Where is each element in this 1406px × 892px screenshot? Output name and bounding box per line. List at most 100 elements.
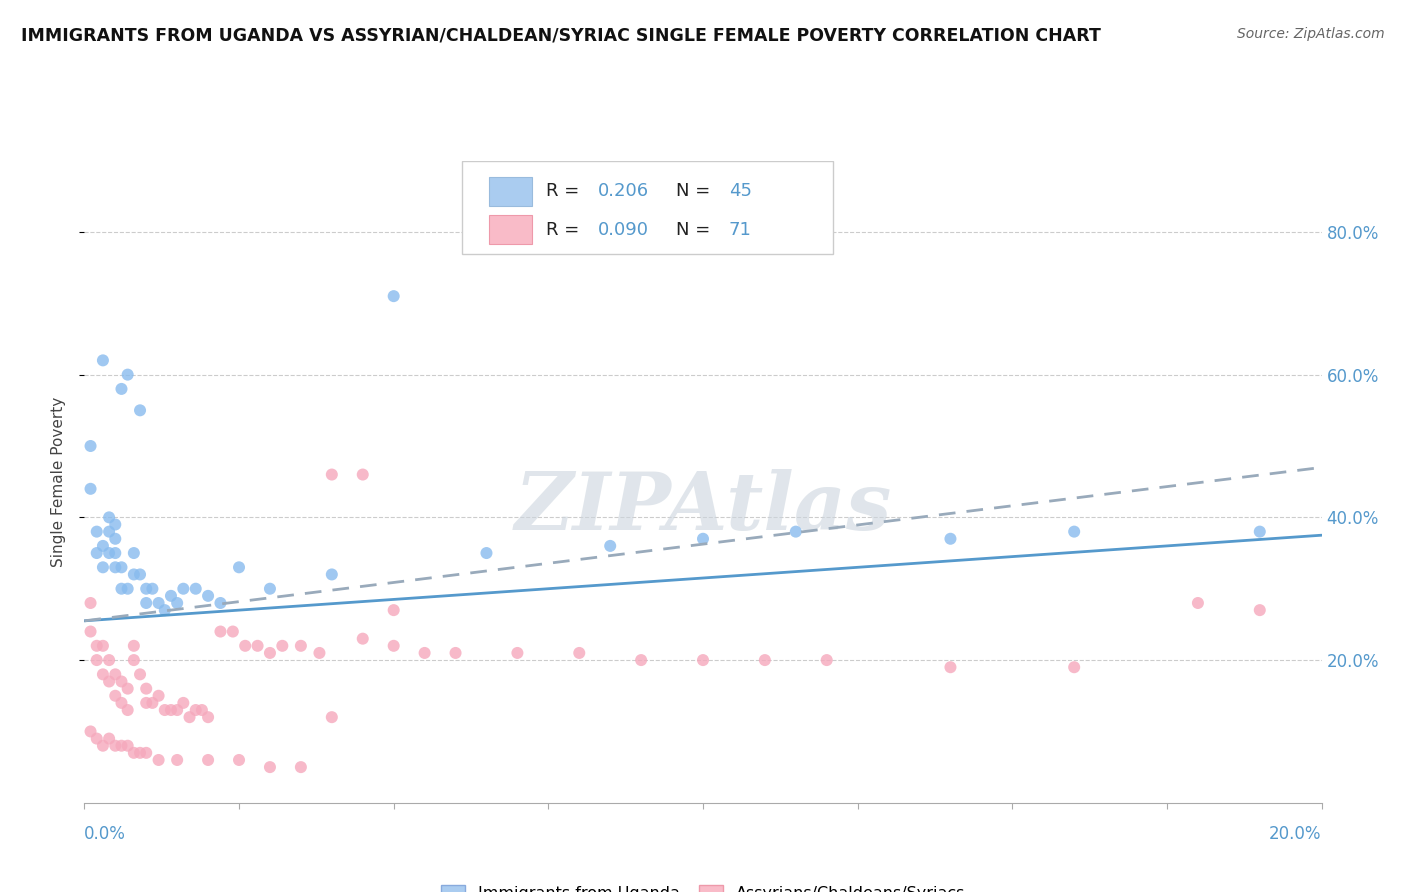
Point [104,517,127,532]
Point [98,731,121,746]
Point [86,653,108,667]
Point [91,539,114,553]
Point [785,524,807,539]
Point [98,653,121,667]
Point [228,753,250,767]
Point [172,582,194,596]
Point [98,524,121,539]
Point [939,532,962,546]
Point [122,567,145,582]
Point [79,482,101,496]
Point [104,689,127,703]
Point [271,639,294,653]
Point [1249,524,1271,539]
Point [122,639,145,653]
Point [692,532,714,546]
Point [129,667,152,681]
Point [110,674,132,689]
Text: N =: N = [676,182,716,200]
Text: 45: 45 [728,182,752,200]
Point [1063,524,1085,539]
Point [259,582,281,596]
Point [148,596,170,610]
Point [153,603,176,617]
Text: ZIPAtlas: ZIPAtlas [515,468,891,546]
Point [191,703,214,717]
Point [122,653,145,667]
Point [630,653,652,667]
Point [79,439,101,453]
Text: Source: ZipAtlas.com: Source: ZipAtlas.com [1237,27,1385,41]
Point [160,703,183,717]
Point [352,632,374,646]
Point [754,653,776,667]
Point [222,624,245,639]
Point [166,703,188,717]
Point [110,582,132,596]
Point [104,560,127,574]
Legend: Immigrants from Uganda, Assyrians/Chaldeans/Syriacs: Immigrants from Uganda, Assyrians/Chalde… [434,879,972,892]
Point [413,646,436,660]
Point [79,624,101,639]
Point [939,660,962,674]
Point [135,582,157,596]
Point [184,582,207,596]
Point [209,596,232,610]
Y-axis label: Single Female Poverty: Single Female Poverty [51,397,66,566]
Point [135,696,157,710]
Point [86,731,108,746]
FancyBboxPatch shape [461,161,832,253]
Point [98,546,121,560]
Point [290,639,312,653]
Point [148,689,170,703]
Text: 0.090: 0.090 [598,220,648,238]
Point [184,703,207,717]
Point [692,653,714,667]
Point [91,639,114,653]
Point [104,667,127,681]
Point [246,639,269,653]
Point [382,289,405,303]
Point [98,510,121,524]
Point [382,603,405,617]
Point [815,653,838,667]
FancyBboxPatch shape [489,177,533,205]
Text: 0.206: 0.206 [598,182,650,200]
Point [197,753,219,767]
Text: N =: N = [676,220,716,238]
Point [91,353,114,368]
Point [104,546,127,560]
Point [475,546,498,560]
Point [197,710,219,724]
Point [166,596,188,610]
Point [110,739,132,753]
Point [1249,603,1271,617]
Point [79,724,101,739]
Point [1063,660,1085,674]
Point [135,746,157,760]
Point [160,589,183,603]
Point [444,646,467,660]
Point [91,739,114,753]
Point [135,596,157,610]
Point [179,710,201,724]
Text: 20.0%: 20.0% [1270,825,1322,843]
Point [122,546,145,560]
Text: 71: 71 [728,220,752,238]
Point [86,639,108,653]
Point [259,760,281,774]
Point [197,589,219,603]
Point [117,681,139,696]
Point [382,639,405,653]
Point [568,646,591,660]
FancyBboxPatch shape [489,215,533,244]
Point [129,746,152,760]
Point [141,696,163,710]
Text: R =: R = [546,220,585,238]
Point [148,753,170,767]
Text: 0.0%: 0.0% [84,825,127,843]
Point [135,681,157,696]
Point [91,560,114,574]
Point [321,710,343,724]
Point [86,524,108,539]
